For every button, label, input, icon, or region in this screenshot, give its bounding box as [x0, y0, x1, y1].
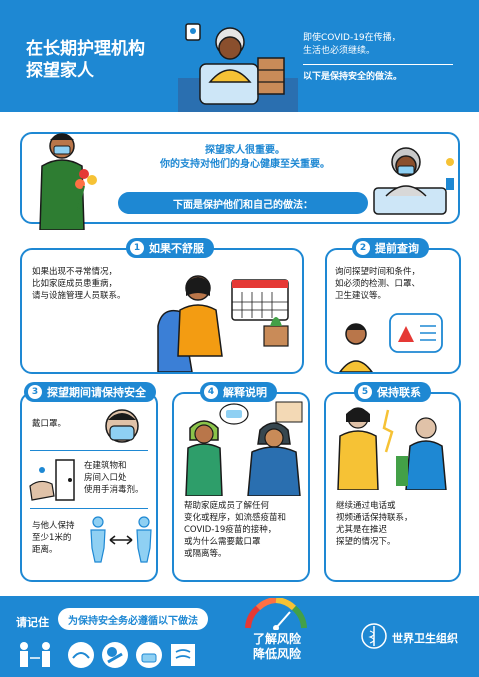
header-note: 即使COVID-19在传播， 生活也必须继续。 以下是保持安全的做法。 [303, 32, 468, 84]
step-2-line: 询问探望时间和条件， [335, 267, 421, 277]
step-1-number: 1 [130, 241, 144, 255]
step-2-line: 如必须的检测、口罩、 [335, 279, 421, 289]
footer-rules-banner: 为保持安全务必遵循以下做法 [58, 608, 208, 630]
step-4-line: 或隔离等。 [184, 549, 227, 559]
hand-sanitizer-icon [29, 459, 75, 501]
step-3-item-line: 戴口罩。 [32, 419, 67, 429]
step-2-title: 提前查询 [375, 242, 419, 255]
step-2-card [325, 248, 461, 374]
ventilation-icon [171, 644, 195, 666]
step-3-item-line: 至少1米的 [32, 533, 72, 543]
footer-remember: 请记住 [16, 616, 49, 629]
step-1-line: 比如家庭成员患重病， [32, 279, 118, 289]
title-line-1: 在长期护理机构 [26, 39, 145, 59]
step-3-divider [30, 450, 148, 451]
visitor-with-flowers-illustration [39, 133, 97, 230]
step-3-item-line: 距离。 [32, 545, 58, 555]
intro-line-2: 你的支持对他们的身心健康至关重要。 [160, 159, 330, 170]
step-5-title-pill: 5 保持联系 [354, 382, 431, 402]
intro-line-1: 探望家人很重要。 [205, 145, 285, 156]
risk-gauge-icon [245, 598, 307, 630]
step-3-item-mask: 戴口罩。 [32, 418, 66, 430]
risk-line-1: 了解风险 [252, 632, 301, 646]
title-line-2: 探望家人 [26, 61, 94, 81]
step-3-item-line: 在建筑物和 [84, 461, 127, 471]
header-banner: 在长期护理机构 探望家人 即使COVID-19在传播， 生活也必须继续。 以下是… [0, 0, 479, 112]
who-org-name: 世界卫生组织 [392, 632, 458, 645]
step-4-line: COVID-19疫苗的接种， [184, 525, 277, 535]
step-5-line: 尤其是在推迟 [336, 525, 388, 535]
step-3-item-sanitizer: 在建筑物和 房间入口处 使用手消毒剂。 [84, 460, 154, 496]
note-line-1: 即使COVID-19在传播， [303, 33, 401, 43]
intro-banner-text: 下面是保护他们和自己的做法： [173, 199, 313, 211]
intro-banner: 下面是保护他们和自己的做法： [118, 192, 368, 214]
note-divider [303, 64, 453, 65]
step-4-line: 或为什么需要戴口罩 [184, 537, 261, 547]
resident-in-bed-illustration [373, 147, 454, 215]
risk-text: 了解风险 降低风险 [240, 632, 314, 662]
step-5-line: 探望的情况下。 [336, 537, 396, 547]
step-5-line: 继续通过电话或 [336, 501, 396, 511]
step-3-item-distance: 与他人保持 至少1米的 距离。 [32, 520, 88, 556]
note-line-2: 生活也必须继续。 [303, 46, 376, 56]
handwashing-icon [68, 642, 94, 668]
step-4-line: 变化或程序，如流感疫苗和 [184, 513, 287, 523]
step-3-item-line: 与他人保持 [32, 521, 75, 531]
phone-call-illustration [337, 407, 447, 490]
step-5-title: 保持联系 [377, 386, 421, 399]
footer-rules-banner-text: 为保持安全务必遵循以下做法 [68, 615, 198, 627]
physical-distance-icon [90, 516, 152, 563]
step-5-text: 继续通过电话或 视频通话保持联系， 尤其是在推迟 探望的情况下。 [336, 500, 458, 548]
note-line-3: 以下是保持安全的做法。 [303, 72, 403, 82]
step-1-line: 请与设施管理人员联系。 [32, 291, 126, 301]
step-2-number: 2 [356, 241, 370, 255]
step-2-title-pill: 2 提前查询 [352, 238, 429, 258]
step-4-text: 帮助家庭成员了解任何 变化或程序，如流感疫苗和 COVID-19疫苗的接种， 或… [184, 500, 308, 560]
elderly-resident-illustration [178, 23, 298, 112]
woman-on-phone-illustration [157, 275, 289, 372]
two-women-talking-illustration [185, 401, 303, 496]
step-1-title: 如果不舒服 [149, 242, 204, 255]
step-3-title: 探望期间请保持安全 [47, 386, 146, 399]
step-3-item-line: 房间入口处 [84, 473, 127, 483]
step-3-item-line: 使用手消毒剂。 [84, 485, 144, 495]
step-5-number: 5 [358, 385, 372, 399]
step-5-line: 视频通话保持联系， [336, 513, 413, 523]
step-3-title-pill: 3 探望期间请保持安全 [24, 382, 156, 402]
step-4-number: 4 [204, 385, 218, 399]
step-1-title-pill: 1 如果不舒服 [126, 238, 214, 258]
who-emblem-icon [361, 623, 387, 649]
mask-footer-icon [136, 642, 162, 668]
page-title: 在长期护理机构 探望家人 [26, 38, 145, 82]
mask-icon [105, 409, 139, 443]
step-1-line: 如果出现不寻常情况， [32, 267, 118, 277]
step-3-divider [30, 508, 148, 509]
man-on-phone-illustration [339, 313, 443, 372]
distance-icon [20, 642, 50, 667]
step-4-line: 帮助家庭成员了解任何 [184, 501, 270, 511]
step-2-text: 询问探望时间和条件， 如必须的检测、口罩、 卫生建议等。 [335, 266, 457, 302]
intro-text: 探望家人很重要。 你的支持对他们的身心健康至关重要。 [120, 144, 370, 172]
step-3-number: 3 [28, 385, 42, 399]
footer-banner: 请记住 为保持安全务必遵循以下做法 了解风险 降低风险 [0, 596, 479, 677]
cough-elbow-icon [102, 642, 128, 668]
risk-line-2: 降低风险 [252, 647, 301, 661]
step-4-title-pill: 4 解释说明 [200, 382, 277, 402]
step-4-title: 解释说明 [223, 386, 267, 399]
step-1-text: 如果出现不寻常情况， 比如家庭成员患重病， 请与设施管理人员联系。 [32, 266, 162, 302]
step-2-line: 卫生建议等。 [335, 291, 387, 301]
